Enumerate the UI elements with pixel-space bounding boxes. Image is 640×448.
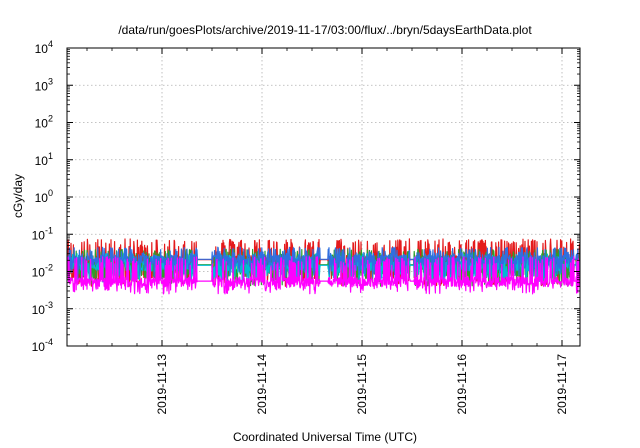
y-tick-label: 100 [35, 188, 53, 205]
x-tick-label: 2019-11-15 [355, 354, 369, 415]
x-tick-labels: 2019-11-13 2019-11-14 2019-11-15 2019-11-16… [155, 354, 569, 415]
grid [67, 48, 580, 346]
x-tick-label: 2019-11-13 [155, 354, 169, 415]
y-tick-label: 10-3 [32, 300, 53, 317]
x-axis-label: Coordinated Universal Time (UTC) [233, 430, 417, 444]
y-tick-labels: 104 103 102 101 100 10-1 10-2 10-3 10-4 [32, 39, 53, 354]
y-tick-label: 102 [35, 114, 53, 131]
ticks [67, 47, 580, 347]
y-tick-label: 10-2 [32, 263, 53, 280]
x-tick-label: 2019-11-17 [555, 354, 569, 415]
plot-area [67, 238, 580, 295]
series-line [67, 256, 580, 295]
y-tick-label: 10-1 [32, 225, 53, 242]
y-axis-label: cGy/day [11, 174, 25, 218]
y-tick-label: 104 [35, 39, 53, 56]
y-tick-label: 103 [35, 76, 53, 93]
y-tick-label: 10-4 [32, 337, 53, 354]
chart-title: /data/run/goesPlots/archive/2019-11-17/0… [118, 23, 532, 37]
x-tick-label: 2019-11-14 [255, 354, 269, 415]
x-tick-label: 2019-11-16 [455, 354, 469, 415]
y-tick-label: 101 [35, 151, 53, 168]
